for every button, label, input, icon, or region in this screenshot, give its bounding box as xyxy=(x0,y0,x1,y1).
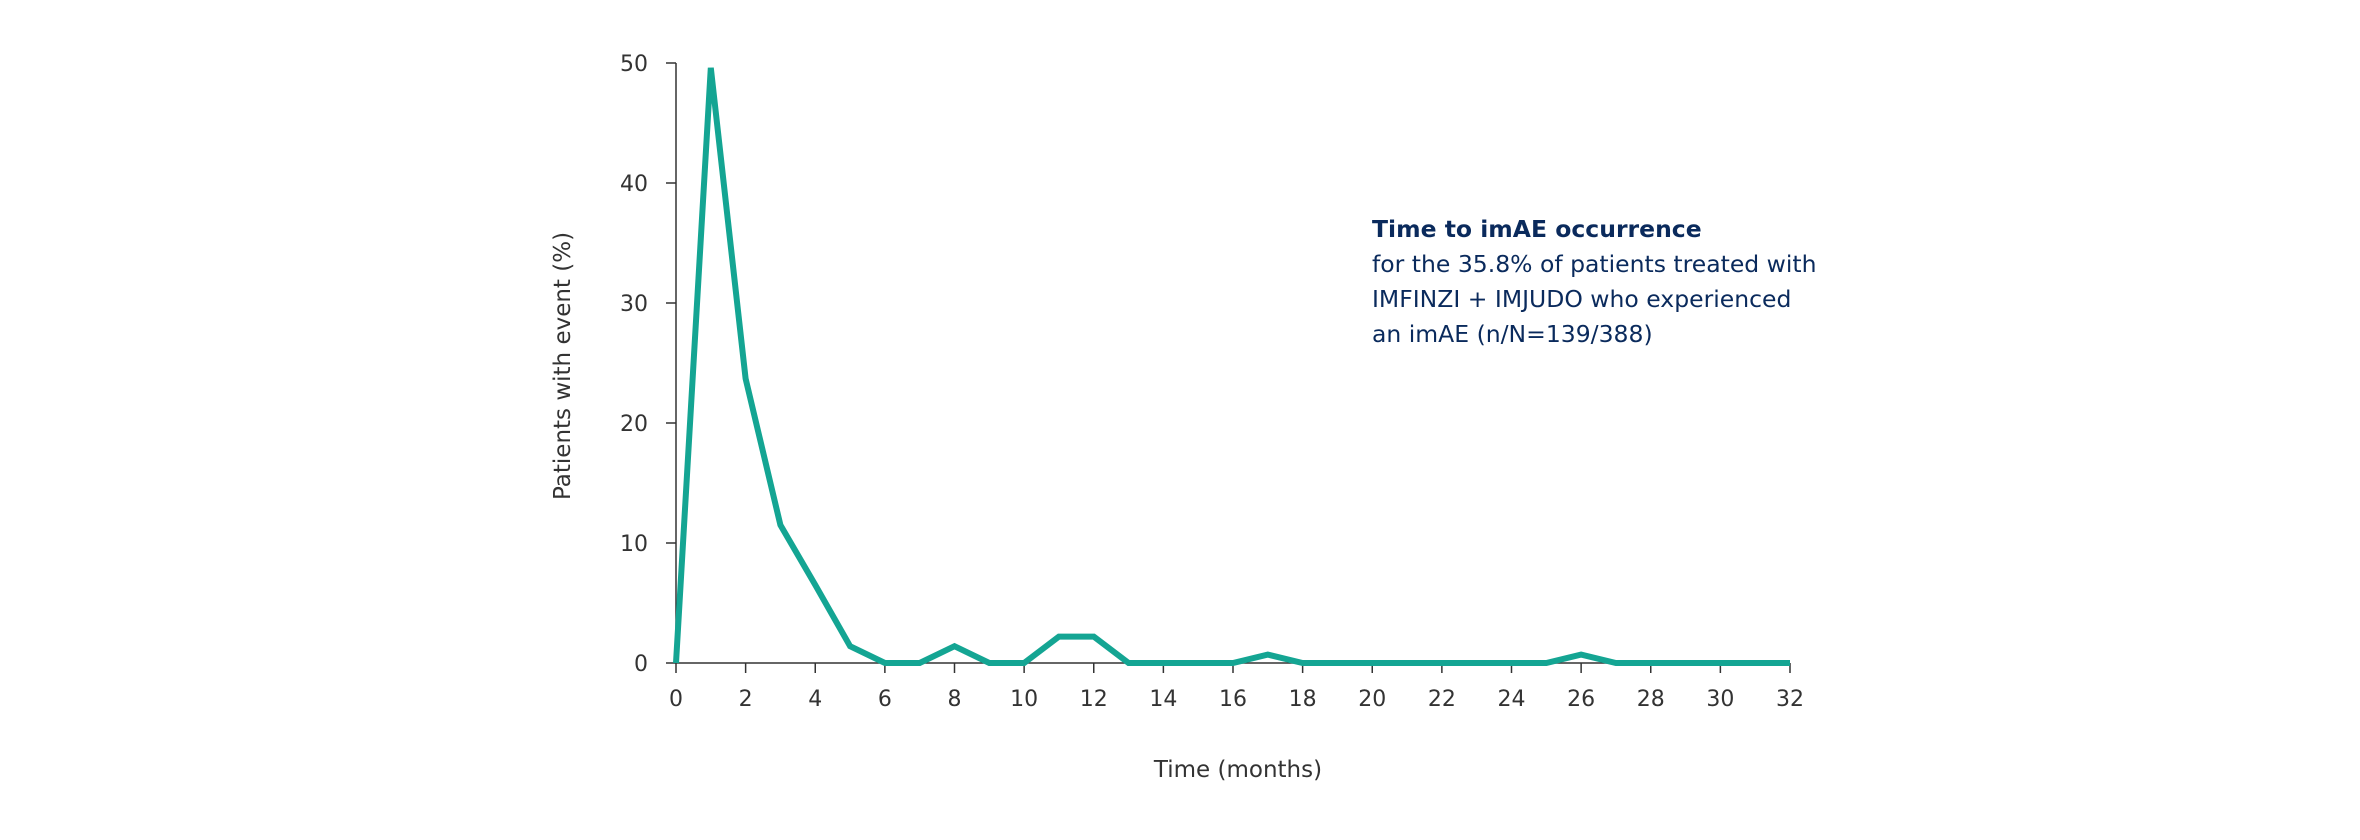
axes xyxy=(675,63,1790,664)
x-tick-label: 32 xyxy=(1776,687,1804,712)
x-tick-label: 4 xyxy=(808,687,822,712)
x-tick-label: 20 xyxy=(1358,687,1386,712)
y-axis-title: Patients with event (%) xyxy=(550,232,576,500)
x-tick-label: 28 xyxy=(1637,687,1665,712)
y-tick-label: 0 xyxy=(634,652,648,677)
y-tick-label: 20 xyxy=(620,412,648,437)
y-tick-label: 30 xyxy=(620,292,648,317)
x-tick-label: 0 xyxy=(669,687,683,712)
x-tick-label: 10 xyxy=(1010,687,1038,712)
annotation-line: an imAE (n/N=139/388) xyxy=(1372,320,1653,348)
x-tick-label: 8 xyxy=(948,687,962,712)
series-layer xyxy=(673,67,1790,666)
x-tick-label: 2 xyxy=(739,687,753,712)
annotation-title: Time to imAE occurrence xyxy=(1372,215,1702,243)
x-tick-label: 18 xyxy=(1289,687,1317,712)
x-axis-title: Time (months) xyxy=(1153,757,1322,783)
y-tick-label: 10 xyxy=(620,532,648,557)
x-tick-label: 24 xyxy=(1498,687,1526,712)
x-tick-label: 16 xyxy=(1219,687,1247,712)
x-tick-label: 6 xyxy=(878,687,892,712)
y-tick-label: 40 xyxy=(620,172,648,197)
annotation-line: for the 35.8% of patients treated with xyxy=(1372,250,1817,278)
annotation-line: IMFINZI + IMJUDO who experienced xyxy=(1372,285,1792,313)
series-line xyxy=(673,67,1790,666)
y-tick-label: 50 xyxy=(620,52,648,77)
x-tick-label: 14 xyxy=(1149,687,1177,712)
x-tick-label: 26 xyxy=(1567,687,1595,712)
x-tick-label: 22 xyxy=(1428,687,1456,712)
x-tick-label: 30 xyxy=(1706,687,1734,712)
chart-annotation: Time to imAE occurrence for the 35.8% of… xyxy=(1372,212,1892,352)
x-tick-label: 12 xyxy=(1080,687,1108,712)
